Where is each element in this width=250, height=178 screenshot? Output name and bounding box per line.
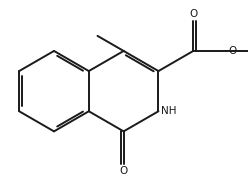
Text: NH: NH — [161, 106, 176, 116]
Text: O: O — [120, 166, 128, 176]
Text: O: O — [228, 46, 236, 56]
Text: O: O — [189, 9, 198, 19]
